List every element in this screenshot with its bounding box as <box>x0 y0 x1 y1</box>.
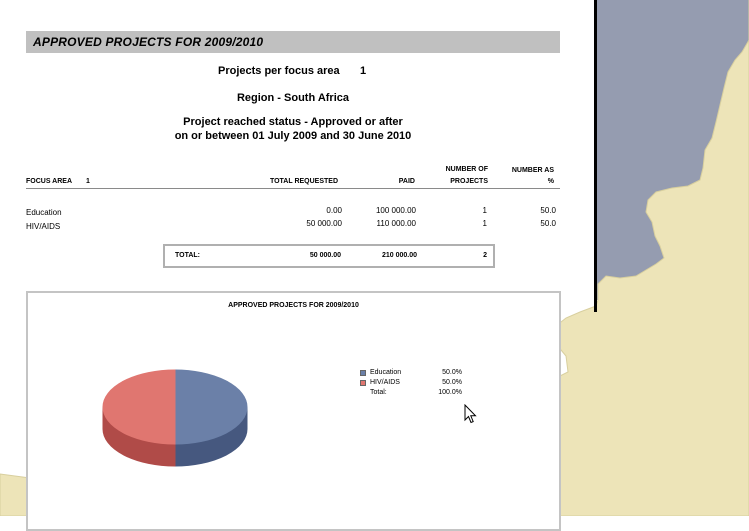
status-line-2: on or between 01 July 2009 and 30 June 2… <box>174 130 412 142</box>
report-banner: APPROVED PROJECTS FOR 2009/2010 <box>26 31 560 53</box>
legend-swatch-hivaids <box>360 380 366 386</box>
per-focus-label: Projects per focus area <box>218 65 340 77</box>
col-num-projects-2: PROJECTS <box>450 178 488 185</box>
chart-panel: APPROVED PROJECTS FOR 2009/2010 Educatio… <box>26 291 561 531</box>
col-num-projects-1: NUMBER OF <box>445 166 488 173</box>
row-focus: Education <box>26 208 62 217</box>
legend-label: HIV/AIDS <box>370 379 400 386</box>
row-focus: HIV/AIDS <box>26 222 61 231</box>
total-label: TOTAL: <box>175 252 201 259</box>
row-paid: 100 000.00 <box>375 206 416 215</box>
row-pct: 50.0 <box>540 206 556 215</box>
legend-swatch-education <box>360 370 366 376</box>
col-total-requested: TOTAL REQUESTED <box>269 178 338 185</box>
total-paid: 210 000.00 <box>381 252 417 259</box>
legend-value: 50.0% <box>442 379 462 386</box>
row-requested: 0.00 <box>326 206 342 215</box>
pie-slice-education <box>174 369 248 445</box>
total-box: TOTAL: 50 000.00 210 000.00 2 <box>163 244 495 268</box>
legend-total-label: Total: <box>370 389 387 396</box>
report-page: APPROVED PROJECTS FOR 2009/2010 Projects… <box>26 31 561 531</box>
banner-title: APPROVED PROJECTS FOR 2009/2010 <box>33 35 264 49</box>
total-projects: 2 <box>483 252 487 259</box>
col-number-pct-1: NUMBER AS <box>511 167 554 174</box>
status-line-1: Project reached status - Approved or aft… <box>183 116 403 128</box>
legend-value: 50.0% <box>442 369 462 376</box>
pie-slice-hivaids <box>102 369 176 445</box>
row-projects: 1 <box>482 206 487 215</box>
region-line: Region - South Africa <box>236 92 350 104</box>
chart-title: APPROVED PROJECTS FOR 2009/2010 <box>228 302 359 309</box>
col-focus-area: FOCUS AREA <box>26 178 73 185</box>
mouse-pointer-icon <box>464 404 477 424</box>
legend-total-value: 100.0% <box>438 389 462 396</box>
col-focus-area-num: 1 <box>86 178 90 185</box>
per-focus-value: 1 <box>360 65 367 77</box>
table-header-rule <box>26 188 560 189</box>
row-requested: 50 000.00 <box>306 219 342 228</box>
col-paid: PAID <box>398 178 415 185</box>
row-pct: 50.0 <box>540 219 556 228</box>
total-requested: 50 000.00 <box>309 252 341 259</box>
row-projects: 1 <box>482 219 487 228</box>
legend-label: Education <box>370 369 402 376</box>
pie-chart <box>102 369 248 467</box>
background-map <box>0 0 749 516</box>
map-shadow-edge <box>594 0 597 312</box>
row-paid: 110 000.00 <box>376 219 416 228</box>
col-number-pct-2: % <box>547 178 554 185</box>
